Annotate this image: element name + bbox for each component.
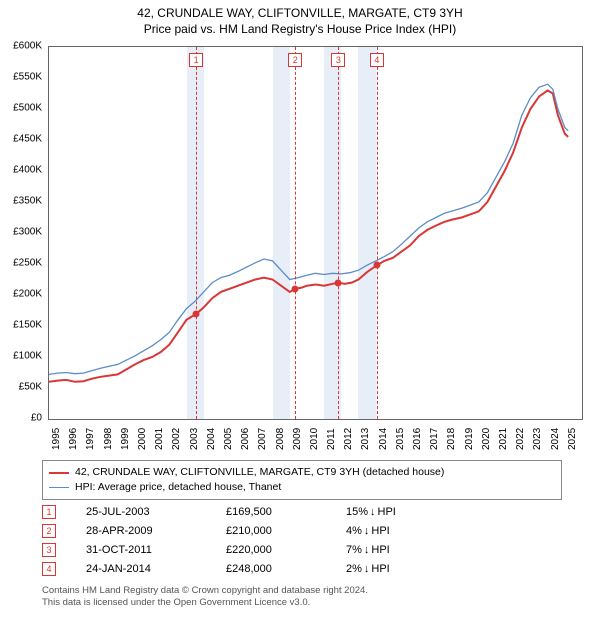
x-tick-label: 2015: [395, 428, 406, 450]
sale-vline: [377, 47, 378, 419]
x-tick-label: 2012: [343, 428, 354, 450]
x-tick-label: 2016: [412, 428, 423, 450]
x-tick-label: 2006: [240, 428, 251, 450]
sale-marker-box: 4: [370, 53, 384, 67]
transactions-table: 125-JUL-2003£169,50015%↓HPI228-APR-2009£…: [42, 502, 562, 578]
transaction-date: 24-JAN-2014: [86, 563, 226, 575]
sale-vline: [196, 47, 197, 419]
transaction-row: 4 24-JAN-2014£248,0002%↓HPI: [42, 559, 562, 578]
x-tick-label: 1997: [85, 428, 96, 450]
x-tick-label: 2024: [550, 428, 561, 450]
series-line-hpi: [49, 84, 568, 374]
x-tick-label: 2008: [275, 428, 286, 450]
x-tick-label: 2007: [257, 428, 268, 450]
title-block: 42, CRUNDALE WAY, CLIFTONVILLE, MARGATE,…: [0, 0, 600, 36]
transaction-diff: 4%↓HPI: [346, 525, 436, 537]
y-tick-label: £350K: [13, 196, 42, 207]
x-tick-label: 2003: [189, 428, 200, 450]
x-tick-label: 2017: [429, 428, 440, 450]
x-tick-label: 2000: [137, 428, 148, 450]
legend-swatch-property: [49, 472, 69, 474]
chart-title: 42, CRUNDALE WAY, CLIFTONVILLE, MARGATE,…: [0, 6, 600, 20]
x-tick-label: 2005: [223, 428, 234, 450]
sale-marker-box: 2: [288, 53, 302, 67]
transaction-marker: 2: [42, 524, 56, 538]
x-tick-label: 2010: [309, 428, 320, 450]
transaction-price: £248,000: [226, 563, 346, 575]
sale-marker-box: 3: [331, 53, 345, 67]
x-tick-label: 2001: [154, 428, 165, 450]
x-tick-label: 2022: [515, 428, 526, 450]
y-tick-label: £600K: [13, 41, 42, 52]
legend-item-hpi: HPI: Average price, detached house, Than…: [49, 480, 555, 495]
y-tick-label: £250K: [13, 258, 42, 269]
y-tick-label: £550K: [13, 72, 42, 83]
y-tick-label: £50K: [19, 382, 42, 393]
x-tick-label: 2025: [567, 428, 578, 450]
footer-line2: This data is licensed under the Open Gov…: [42, 597, 562, 609]
y-tick-label: £300K: [13, 227, 42, 238]
transaction-row: 2 28-APR-2009£210,0004%↓HPI: [42, 521, 562, 540]
transaction-diff: 15%↓HPI: [346, 506, 436, 518]
x-tick-label: 1999: [120, 428, 131, 450]
x-tick-label: 2019: [464, 428, 475, 450]
legend-label-hpi: HPI: Average price, detached house, Than…: [75, 480, 281, 495]
transaction-marker: 1: [42, 505, 56, 519]
sale-point: [292, 285, 299, 292]
legend-item-property: 42, CRUNDALE WAY, CLIFTONVILLE, MARGATE,…: [49, 465, 555, 480]
x-tick-label: 2020: [481, 428, 492, 450]
transaction-date: 25-JUL-2003: [86, 506, 226, 518]
transaction-marker: 4: [42, 562, 56, 576]
x-tick-label: 2002: [171, 428, 182, 450]
transaction-date: 28-APR-2009: [86, 525, 226, 537]
transaction-price: £169,500: [226, 506, 346, 518]
y-tick-label: £450K: [13, 134, 42, 145]
x-tick-label: 2011: [326, 428, 337, 450]
transaction-date: 31-OCT-2011: [86, 544, 226, 556]
legend-swatch-hpi: [49, 487, 69, 488]
x-axis-labels: 1995 1996 1997 1998 1999 2000 2001 2002 2003 2004…: [48, 422, 583, 454]
sale-point: [335, 279, 342, 286]
transaction-price: £220,000: [226, 544, 346, 556]
y-tick-label: £200K: [13, 289, 42, 300]
y-axis-labels: £0£50K£100K£150K£200K£250K£300K£350K£400…: [0, 46, 44, 420]
sale-vline: [295, 47, 296, 419]
footer: Contains HM Land Registry data © Crown c…: [42, 585, 562, 609]
chart-subtitle: Price paid vs. HM Land Registry's House …: [0, 22, 600, 36]
sale-marker-box: 1: [189, 53, 203, 67]
x-tick-label: 2014: [378, 428, 389, 450]
series-line-property: [49, 90, 568, 381]
sale-point: [193, 310, 200, 317]
transaction-marker: 3: [42, 543, 56, 557]
x-tick-label: 2018: [446, 428, 457, 450]
chart-plot-area: 1 2 3 4: [48, 46, 583, 420]
x-tick-label: 1998: [103, 428, 114, 450]
sale-vline: [338, 47, 339, 419]
transaction-row: 1 25-JUL-2003£169,50015%↓HPI: [42, 502, 562, 521]
footer-line1: Contains HM Land Registry data © Crown c…: [42, 585, 562, 597]
x-tick-label: 2023: [532, 428, 543, 450]
legend: 42, CRUNDALE WAY, CLIFTONVILLE, MARGATE,…: [42, 460, 562, 500]
y-tick-label: £0: [31, 413, 42, 424]
transaction-diff: 2%↓HPI: [346, 563, 436, 575]
transaction-price: £210,000: [226, 525, 346, 537]
legend-label-property: 42, CRUNDALE WAY, CLIFTONVILLE, MARGATE,…: [75, 465, 444, 480]
x-tick-label: 1996: [68, 428, 79, 450]
x-tick-label: 1995: [51, 428, 62, 450]
transaction-row: 3 31-OCT-2011£220,0007%↓HPI: [42, 540, 562, 559]
x-tick-label: 2009: [292, 428, 303, 450]
x-tick-label: 2021: [498, 428, 509, 450]
chart-lines-svg: [49, 47, 582, 419]
sale-point: [373, 262, 380, 269]
y-tick-label: £500K: [13, 103, 42, 114]
y-tick-label: £100K: [13, 351, 42, 362]
transaction-diff: 7%↓HPI: [346, 544, 436, 556]
y-tick-label: £150K: [13, 320, 42, 331]
y-tick-label: £400K: [13, 165, 42, 176]
x-tick-label: 2013: [360, 428, 371, 450]
x-tick-label: 2004: [206, 428, 217, 450]
